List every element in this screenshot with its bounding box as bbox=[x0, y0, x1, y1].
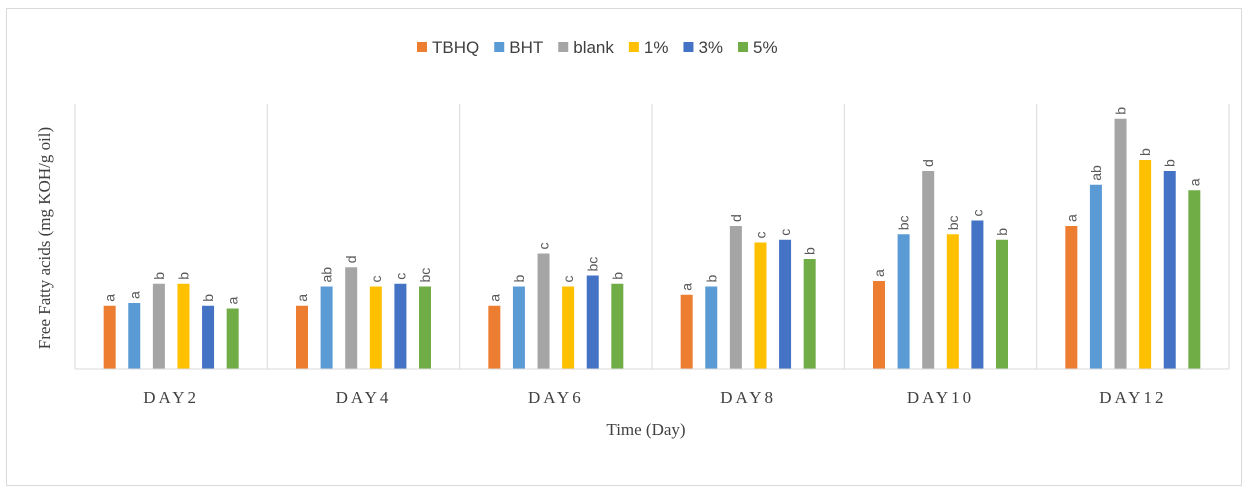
bar-3pct-day2 bbox=[202, 305, 215, 369]
bar-tbhq-day2 bbox=[103, 305, 116, 369]
bar-5pct-day12 bbox=[1188, 190, 1201, 369]
bar-label-3pct-day4: c bbox=[392, 273, 408, 280]
bar-blank-day2 bbox=[152, 283, 165, 369]
bar-label-bht-day4: ab bbox=[319, 267, 335, 283]
bar-label-blank-day6: c bbox=[536, 243, 552, 250]
bar-tbhq-day10 bbox=[873, 281, 885, 369]
legend-swatch-blank bbox=[558, 42, 569, 52]
x-tick-day12: DAY12 bbox=[1099, 388, 1166, 407]
chart-frame: TBHQ BHT blank 1% 3% 5% a a b b b a a ab d c c bc a b c c bc b… bbox=[6, 8, 1242, 486]
y-axis-title: Free Fatty acids (mg KOH/g oil) bbox=[35, 127, 54, 349]
legend-label-1pct: 1% bbox=[644, 38, 669, 57]
x-tick-day4: DAY4 bbox=[336, 388, 392, 407]
bar-tbhq-day12 bbox=[1065, 226, 1078, 369]
bar-label-bht-day12: ab bbox=[1088, 165, 1104, 181]
legend-swatch-bht bbox=[494, 42, 505, 52]
bar-bht-day10 bbox=[897, 234, 910, 369]
bar-label-1pct-day4: c bbox=[368, 276, 384, 283]
bar-tbhq-day4 bbox=[296, 305, 308, 369]
bar-label-bht-day6: b bbox=[511, 275, 527, 283]
bar-label-tbhq-day2: a bbox=[102, 294, 118, 302]
bar-tbhq-day6 bbox=[488, 305, 501, 369]
bar-label-3pct-day8: c bbox=[777, 229, 793, 236]
bar-label-5pct-day4: bc bbox=[417, 268, 433, 283]
bar-label-tbhq-day4: a bbox=[294, 294, 310, 302]
bar-1pct-day4 bbox=[369, 286, 382, 369]
bar-label-tbhq-day10: a bbox=[871, 269, 887, 277]
legend: TBHQ BHT blank 1% 3% 5% bbox=[417, 38, 778, 57]
x-axis-ticks: DAY2 DAY4 DAY6 DAY8 DAY10 DAY12 bbox=[143, 388, 1166, 407]
bar-blank-day12 bbox=[1114, 118, 1127, 369]
bar-5pct-day4 bbox=[419, 286, 431, 369]
bar-5pct-day2 bbox=[226, 308, 239, 369]
bar-label-tbhq-day8: a bbox=[679, 283, 695, 291]
bar-bht-day6 bbox=[512, 286, 525, 369]
legend-label-tbhq: TBHQ bbox=[432, 38, 479, 57]
bar-blank-day8 bbox=[729, 226, 742, 369]
bar-label-5pct-day12: a bbox=[1186, 178, 1202, 186]
bar-label-1pct-day6: c bbox=[560, 276, 576, 283]
bar-5pct-day8 bbox=[803, 259, 816, 369]
x-tick-day2: DAY2 bbox=[143, 388, 199, 407]
bar-blank-day6 bbox=[537, 253, 550, 369]
bar-label-tbhq-day12: a bbox=[1063, 214, 1079, 222]
legend-label-5pct: 5% bbox=[753, 38, 778, 57]
bar-label-3pct-day2: b bbox=[200, 294, 216, 302]
bar-bht-day8 bbox=[705, 286, 718, 369]
bar-1pct-day8 bbox=[754, 242, 767, 369]
legend-swatch-tbhq bbox=[417, 42, 427, 52]
bar-label-1pct-day10: bc bbox=[945, 215, 961, 230]
bar-label-1pct-day12: b bbox=[1137, 148, 1153, 156]
bar-label-5pct-day2: a bbox=[225, 297, 241, 305]
bar-blank-day10 bbox=[922, 171, 935, 369]
bar-label-blank-day10: d bbox=[920, 159, 936, 167]
legend-label-blank: blank bbox=[573, 38, 614, 57]
bar-bht-day2 bbox=[128, 303, 141, 369]
legend-swatch-1pct bbox=[628, 42, 639, 52]
bar-bht-day12 bbox=[1089, 184, 1102, 369]
legend-swatch-5pct bbox=[738, 42, 749, 52]
bar-label-bht-day10: bc bbox=[896, 215, 912, 230]
bar-bht-day4 bbox=[320, 286, 333, 369]
bar-label-1pct-day2: b bbox=[175, 272, 191, 280]
bar-tbhq-day8 bbox=[680, 294, 693, 369]
bar-3pct-day8 bbox=[779, 239, 792, 369]
bar-label-3pct-day12: b bbox=[1162, 159, 1178, 167]
bar-label-bht-day8: b bbox=[703, 275, 719, 283]
bar-label-3pct-day6: bc bbox=[585, 257, 601, 272]
bar-3pct-day12 bbox=[1163, 171, 1176, 369]
bar-1pct-day2 bbox=[177, 283, 190, 369]
bar-label-blank-day2: b bbox=[151, 272, 167, 280]
bar-label-blank-day12: b bbox=[1113, 107, 1129, 115]
bar-label-tbhq-day6: a bbox=[486, 294, 502, 302]
bar-3pct-day4 bbox=[394, 283, 407, 369]
legend-label-3pct: 3% bbox=[698, 38, 723, 57]
bar-label-3pct-day10: c bbox=[969, 210, 985, 217]
bar-label-blank-day4: d bbox=[343, 255, 359, 263]
bar-5pct-day10 bbox=[996, 239, 1008, 369]
bar-3pct-day6 bbox=[586, 275, 599, 369]
x-tick-day6: DAY6 bbox=[528, 388, 584, 407]
legend-swatch-3pct bbox=[683, 42, 694, 52]
bar-1pct-day6 bbox=[562, 286, 575, 369]
x-tick-day8: DAY8 bbox=[720, 388, 776, 407]
bar-label-5pct-day10: b bbox=[994, 228, 1010, 236]
bar-label-1pct-day8: c bbox=[752, 232, 768, 239]
bar-blank-day4 bbox=[345, 267, 358, 369]
bar-label-5pct-day8: b bbox=[802, 247, 818, 255]
bar-label-blank-day8: d bbox=[728, 214, 744, 222]
x-tick-day10: DAY10 bbox=[907, 388, 974, 407]
bar-3pct-day10 bbox=[971, 220, 984, 369]
bar-label-5pct-day6: b bbox=[609, 272, 625, 280]
bar-1pct-day10 bbox=[946, 234, 959, 369]
bar-5pct-day6 bbox=[611, 283, 624, 369]
x-axis-title: Time (Day) bbox=[606, 420, 685, 439]
legend-label-bht: BHT bbox=[509, 38, 543, 57]
bar-label-bht-day2: a bbox=[126, 291, 142, 299]
bar-1pct-day12 bbox=[1139, 160, 1152, 369]
